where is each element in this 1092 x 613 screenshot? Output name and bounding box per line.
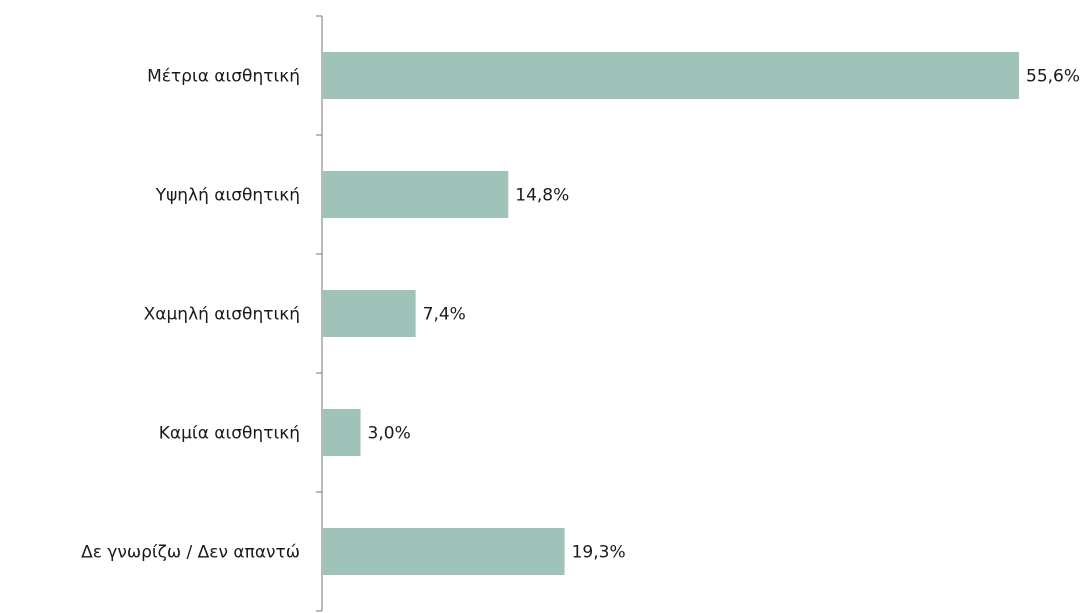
value-label: 7,4%: [423, 305, 466, 325]
value-label: 14,8%: [515, 186, 569, 206]
y-axis: [316, 15, 323, 612]
category-label: Υψηλή αισθητική: [155, 186, 300, 206]
value-label: 55,6%: [1026, 67, 1080, 87]
bars-group: [323, 52, 1019, 575]
value-label: 3,0%: [368, 424, 411, 444]
category-label: Χαμηλή αισθητική: [144, 305, 300, 325]
category-label: Καμία αισθητική: [159, 424, 300, 444]
bar: [323, 409, 361, 456]
bar: [323, 171, 509, 218]
bar: [323, 290, 416, 337]
category-label: Δε γνωρίζω / Δεν απαντώ: [81, 543, 300, 563]
category-label: Μέτρια αισθητική: [147, 67, 300, 87]
value-label: 19,3%: [572, 543, 626, 563]
bar: [323, 528, 565, 575]
labels-group: Μέτρια αισθητική 55,6% Υψηλή αισθητική 14,8…: [81, 67, 1080, 563]
bar: [323, 52, 1019, 99]
